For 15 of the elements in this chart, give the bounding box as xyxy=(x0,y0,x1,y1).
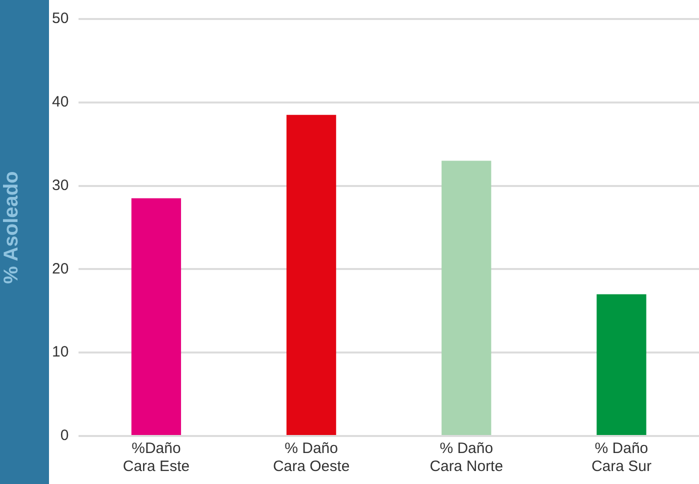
y-tick-label: 20 xyxy=(52,260,69,278)
x-tick-label: % Daño Cara Sur xyxy=(591,440,652,476)
bar xyxy=(442,160,492,435)
y-tick-label: 0 xyxy=(60,427,69,444)
bar xyxy=(596,294,646,435)
y-tick-label: 40 xyxy=(52,94,69,111)
bar xyxy=(131,198,182,435)
y-tick-label: 30 xyxy=(52,176,69,194)
x-tick-label: %Daño Cara Este xyxy=(122,440,190,476)
bar xyxy=(286,114,336,435)
x-tick-label: % Daño Cara Oeste xyxy=(272,440,350,476)
y-tick-label: 10 xyxy=(52,344,69,361)
x-tick-label: % Daño Cara Norte xyxy=(430,440,504,476)
y-tick-label: 50 xyxy=(52,10,69,28)
y-axis-title: % Asoleado xyxy=(0,171,23,284)
